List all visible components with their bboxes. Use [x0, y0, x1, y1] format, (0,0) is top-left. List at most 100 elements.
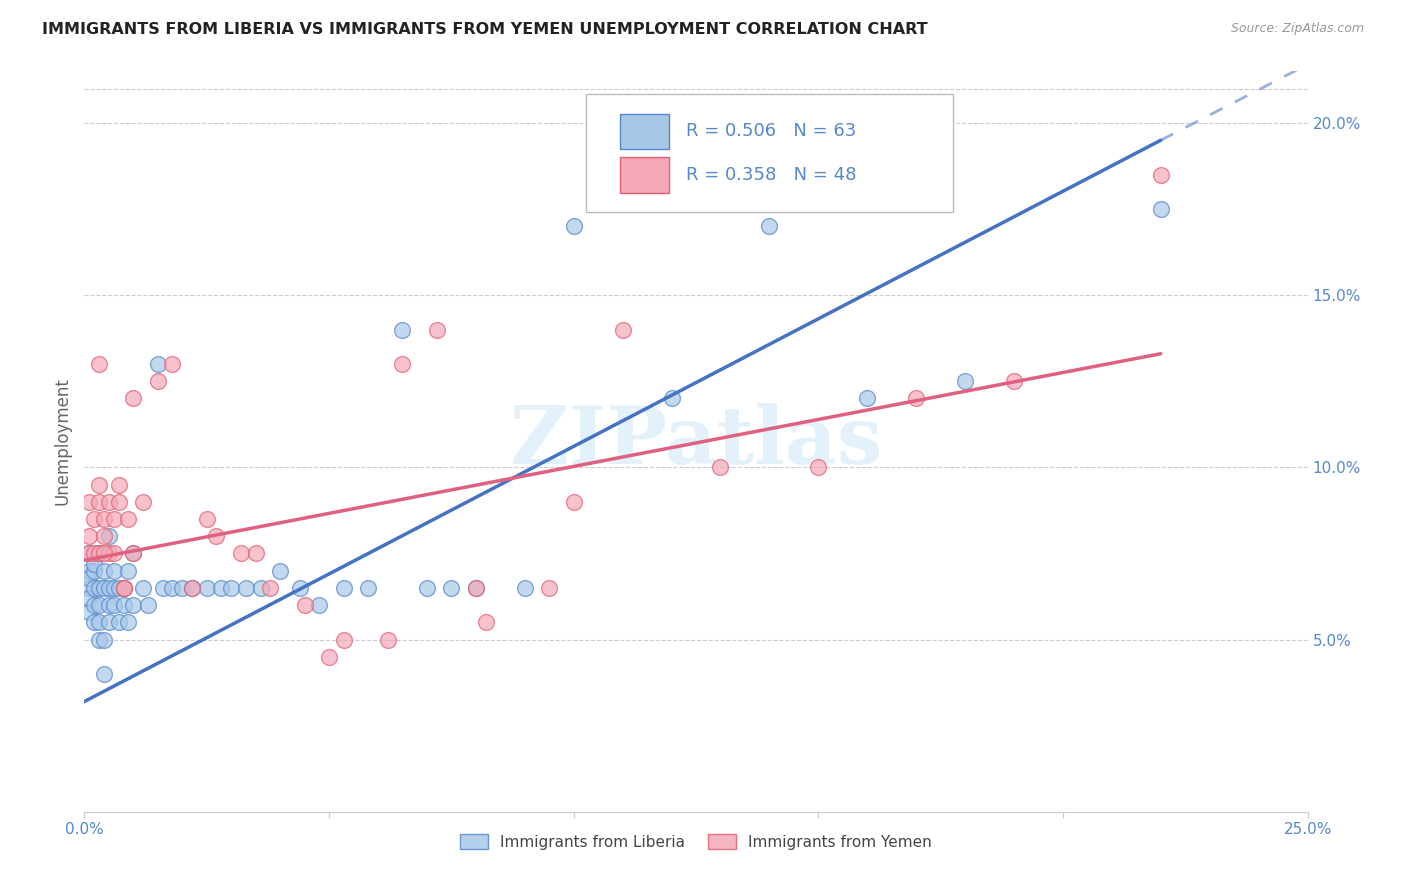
Point	[77, 581, 100, 595]
Point	[288, 581, 311, 595]
Point	[195, 581, 218, 595]
Point	[77, 591, 100, 606]
Point	[83, 512, 105, 526]
Point	[77, 564, 100, 578]
Point	[112, 598, 135, 612]
Point	[318, 649, 340, 664]
Point	[538, 581, 561, 595]
Point	[107, 615, 129, 630]
Point	[93, 581, 115, 595]
Text: IMMIGRANTS FROM LIBERIA VS IMMIGRANTS FROM YEMEN UNEMPLOYMENT CORRELATION CHART: IMMIGRANTS FROM LIBERIA VS IMMIGRANTS FR…	[42, 22, 928, 37]
Point	[122, 392, 145, 406]
Point	[93, 512, 115, 526]
Point	[229, 546, 252, 560]
Point	[377, 632, 399, 647]
Point	[93, 667, 115, 681]
Point	[103, 546, 125, 560]
Point	[172, 581, 194, 595]
Point	[87, 632, 110, 647]
Point	[661, 392, 683, 406]
Text: R = 0.358   N = 48: R = 0.358 N = 48	[686, 166, 856, 184]
Point	[83, 581, 105, 595]
Point	[103, 512, 125, 526]
Point	[77, 529, 100, 543]
Text: ZIPatlas: ZIPatlas	[510, 402, 882, 481]
Point	[391, 323, 413, 337]
Text: R = 0.506   N = 63: R = 0.506 N = 63	[686, 122, 856, 140]
Point	[357, 581, 380, 595]
Point	[93, 529, 115, 543]
Point	[117, 512, 139, 526]
Bar	[620, 157, 669, 193]
Point	[152, 581, 174, 595]
Point	[87, 546, 110, 560]
Point	[87, 581, 110, 595]
Point	[87, 357, 110, 371]
Point	[97, 615, 120, 630]
Point	[464, 581, 486, 595]
Bar	[620, 113, 669, 149]
Point	[294, 598, 316, 612]
Point	[513, 581, 536, 595]
Point	[562, 219, 585, 234]
Legend: Immigrants from Liberia, Immigrants from Yemen: Immigrants from Liberia, Immigrants from…	[454, 828, 938, 856]
Point	[146, 374, 169, 388]
Point	[259, 581, 281, 595]
Point	[107, 477, 129, 491]
Point	[77, 605, 100, 619]
Point	[426, 323, 449, 337]
Point	[77, 546, 100, 560]
Point	[464, 581, 486, 595]
Point	[905, 392, 928, 406]
Point	[77, 570, 100, 584]
Point	[122, 546, 145, 560]
Point	[181, 581, 204, 595]
Point	[205, 529, 228, 543]
Point	[93, 632, 115, 647]
Point	[269, 564, 291, 578]
Point	[122, 546, 145, 560]
Point	[107, 495, 129, 509]
Point	[209, 581, 232, 595]
Point	[1150, 202, 1173, 216]
Point	[249, 581, 271, 595]
Point	[332, 581, 354, 595]
Point	[87, 615, 110, 630]
Point	[77, 495, 100, 509]
Point	[93, 546, 115, 560]
Point	[103, 564, 125, 578]
Point	[117, 615, 139, 630]
Point	[332, 632, 354, 647]
Point	[83, 557, 105, 571]
Point	[107, 581, 129, 595]
Point	[146, 357, 169, 371]
Point	[612, 323, 634, 337]
Point	[122, 598, 145, 612]
Point	[195, 512, 218, 526]
Point	[953, 374, 976, 388]
Point	[87, 477, 110, 491]
Point	[83, 615, 105, 630]
Point	[1150, 168, 1173, 182]
Point	[83, 546, 105, 560]
Point	[245, 546, 267, 560]
Point	[97, 495, 120, 509]
Point	[93, 564, 115, 578]
Point	[112, 581, 135, 595]
Point	[562, 495, 585, 509]
Point	[235, 581, 257, 595]
Point	[87, 546, 110, 560]
Point	[709, 460, 731, 475]
Point	[83, 564, 105, 578]
Point	[807, 460, 830, 475]
Point	[474, 615, 496, 630]
Point	[83, 598, 105, 612]
Point	[391, 357, 413, 371]
Point	[97, 546, 120, 560]
Point	[219, 581, 242, 595]
Point	[77, 546, 100, 560]
Point	[856, 392, 879, 406]
FancyBboxPatch shape	[586, 94, 953, 212]
Point	[1002, 374, 1025, 388]
Point	[87, 495, 110, 509]
